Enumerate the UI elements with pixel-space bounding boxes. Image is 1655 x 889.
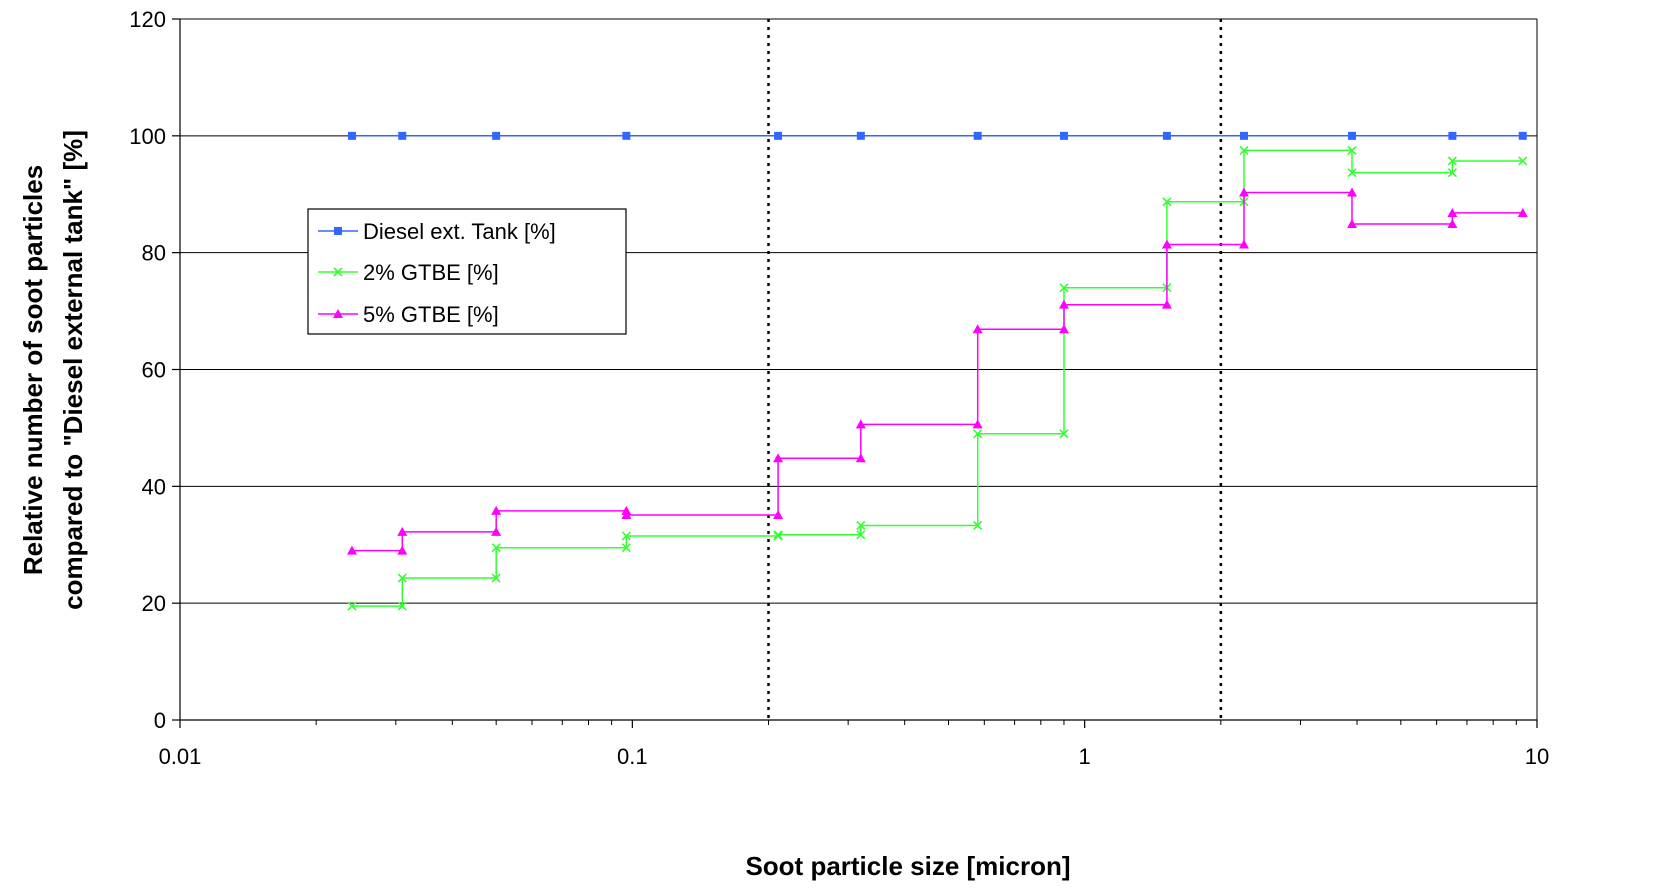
data-point: [397, 601, 407, 611]
series-layer: [346, 131, 1528, 611]
data-point: [1447, 219, 1458, 229]
data-point: [773, 531, 783, 541]
data-point: [1448, 131, 1457, 140]
y-tick-label: 0: [154, 708, 166, 733]
data-point: [347, 601, 357, 611]
x-tick-label: 1: [1079, 744, 1091, 769]
data-point: [1058, 299, 1069, 309]
data-point: [1161, 239, 1172, 249]
legend-label-5pct: 5% GTBE [%]: [363, 302, 499, 327]
series-2: [346, 187, 1528, 555]
data-point: [491, 543, 501, 553]
legend-marker-2pct: [333, 267, 343, 277]
data-point: [1059, 131, 1068, 140]
data-point: [973, 520, 983, 531]
data-point: [397, 526, 408, 536]
data-point: [491, 505, 502, 515]
data-point: [1447, 207, 1458, 217]
legend-box: [307, 208, 627, 335]
legend: Diesel ext. Tank [%] 2% GTBE [%] 5% GTBE…: [307, 208, 627, 335]
y-axis-title: Relative number of soot particles compar…: [18, 130, 88, 610]
data-point: [397, 545, 408, 555]
legend-item-diesel: Diesel ext. Tank [%]: [318, 219, 556, 244]
data-point: [773, 453, 784, 463]
reference-lines: [767, 19, 1223, 720]
data-point: [973, 131, 982, 140]
y-tick-label: 100: [129, 124, 166, 149]
data-point: [346, 545, 357, 555]
data-point: [856, 131, 865, 140]
data-point: [1161, 299, 1172, 309]
data-point: [1059, 283, 1069, 293]
data-point: [856, 520, 866, 531]
data-point: [1517, 207, 1528, 217]
legend-item-5pct-gtbe: 5% GTBE [%]: [318, 302, 499, 327]
data-point: [773, 509, 784, 519]
data-point: [1238, 239, 1249, 249]
legend-label-diesel: Diesel ext. Tank [%]: [363, 219, 556, 244]
data-point: [1238, 187, 1249, 197]
y-tick-label: 120: [129, 7, 166, 32]
data-point: [492, 131, 501, 140]
data-point: [972, 419, 983, 429]
data-point: [1239, 145, 1249, 156]
data-point: [972, 324, 983, 334]
data-point: [773, 530, 783, 540]
data-point: [398, 131, 407, 140]
x-axis-title: Soot particle size [micron]: [745, 851, 1070, 881]
data-point: [973, 429, 983, 439]
data-point: [347, 131, 356, 140]
y-tick-label: 20: [142, 591, 166, 616]
y-tick-label: 80: [142, 241, 166, 266]
series-0: [347, 131, 1527, 140]
data-point: [621, 543, 631, 553]
series-line: [352, 149, 1523, 607]
legend-item-2pct-gtbe: 2% GTBE [%]: [318, 260, 499, 285]
axes: [172, 18, 1538, 728]
data-point: [1447, 168, 1457, 178]
series-1: [347, 145, 1528, 611]
legend-marker-5pct: [333, 309, 343, 318]
data-point: [856, 530, 866, 540]
data-point: [1347, 187, 1358, 197]
data-point: [491, 526, 502, 536]
data-point: [1059, 429, 1069, 439]
tick-labels: 0 20 40 60 80 100 120 0.01 0.1 1 10: [129, 7, 1549, 769]
data-point: [622, 131, 631, 140]
data-point: [491, 573, 501, 583]
y-axis-title-line1: Relative number of soot particles: [18, 165, 48, 575]
data-point: [397, 573, 407, 583]
data-point: [855, 453, 866, 463]
data-point: [1347, 145, 1357, 156]
data-point: [1518, 156, 1528, 166]
legend-label-2pct: 2% GTBE [%]: [363, 260, 499, 285]
data-point: [1518, 131, 1527, 140]
data-point: [855, 419, 866, 429]
data-point: [621, 509, 632, 519]
data-point: [1162, 131, 1171, 140]
y-axis-title-line2: compared to "Diesel external tank" [%]: [58, 130, 88, 610]
y-tick-label: 60: [142, 358, 166, 383]
x-tick-label: 0.01: [159, 744, 202, 769]
data-point: [1162, 197, 1172, 207]
legend-marker-diesel: [334, 227, 342, 235]
data-point: [774, 131, 783, 140]
data-point: [1447, 156, 1457, 166]
x-tick-label: 10: [1525, 744, 1549, 769]
data-point: [1347, 168, 1357, 178]
x-tick-label: 0.1: [617, 744, 648, 769]
data-point: [1239, 131, 1248, 140]
data-point: [621, 531, 631, 541]
data-point: [1058, 324, 1069, 334]
data-point: [1348, 131, 1357, 140]
y-tick-label: 40: [142, 474, 166, 499]
data-point: [1347, 219, 1358, 229]
